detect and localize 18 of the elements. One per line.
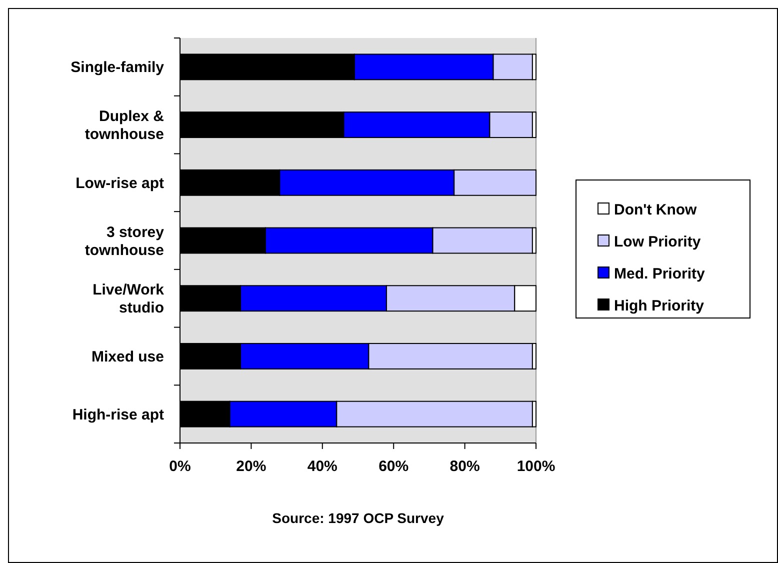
y-tick-label: 3 storey townhouse (84, 224, 165, 259)
legend-label: Med. Priority (614, 265, 706, 282)
y-tick-label: Single-family (70, 59, 165, 76)
legend-label: Don't Know (614, 201, 698, 218)
x-tick-label: 60% (378, 458, 409, 475)
y-tick-label: High-rise apt (72, 406, 164, 424)
y-tick-label: Duplex & townhouse (84, 108, 164, 144)
legend-label: Low Priority (614, 233, 702, 250)
y-tick-label: Mixed use (91, 348, 164, 366)
x-tick-label: 20% (236, 458, 266, 475)
source-note: Source: 1997 OCP Survey (272, 510, 444, 526)
legend-label: High Priority (614, 297, 705, 314)
x-tick-label: 0% (169, 458, 191, 475)
y-tick-label: Low-rise apt (76, 174, 164, 192)
x-tick-label: 80% (450, 458, 480, 475)
x-tick-label: 40% (307, 458, 338, 475)
y-tick-label: Live/Work studio (92, 282, 165, 317)
x-tick-label: 100% (516, 458, 556, 475)
